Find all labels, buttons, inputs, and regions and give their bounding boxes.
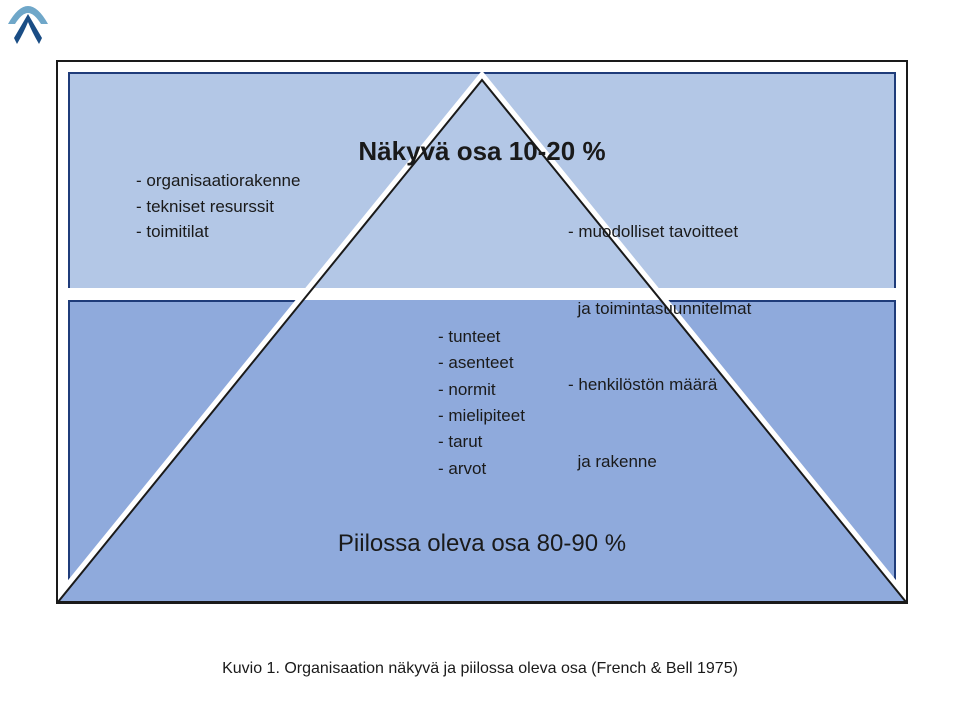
brand-logo: [6, 4, 50, 48]
hidden-list: - tunteet - asenteet - normit - mielipit…: [438, 324, 618, 482]
list-item: - arvot: [438, 456, 618, 482]
list-item: - toimitilat: [136, 219, 376, 245]
hidden-part-title: Piilossa oleva osa 80-90 %: [58, 530, 906, 558]
list-item: - tarut: [438, 429, 618, 455]
list-item: - tekniset resurssit: [136, 194, 376, 220]
top-left-list: - organisaatiorakenne - tekniset resurss…: [136, 168, 376, 245]
visible-part-title: Näkyvä osa 10-20 %: [58, 136, 906, 167]
list-item: - organisaatiorakenne: [136, 168, 376, 194]
diagram-frame: Näkyvä osa 10-20 % - organisaatiorakenne…: [56, 60, 908, 604]
list-item: - mielipiteet: [438, 403, 618, 429]
figure-caption: Kuvio 1. Organisaation näkyvä ja piiloss…: [56, 660, 904, 678]
stage: Näkyvä osa 10-20 % - organisaatiorakenne…: [0, 0, 960, 710]
list-item: - muodolliset tavoitteet: [568, 219, 828, 245]
list-item: - asenteet: [438, 350, 618, 376]
list-item: - tunteet: [438, 324, 618, 350]
list-item: - normit: [438, 377, 618, 403]
list-item: ja toimintasuunnitelmat: [568, 296, 828, 322]
